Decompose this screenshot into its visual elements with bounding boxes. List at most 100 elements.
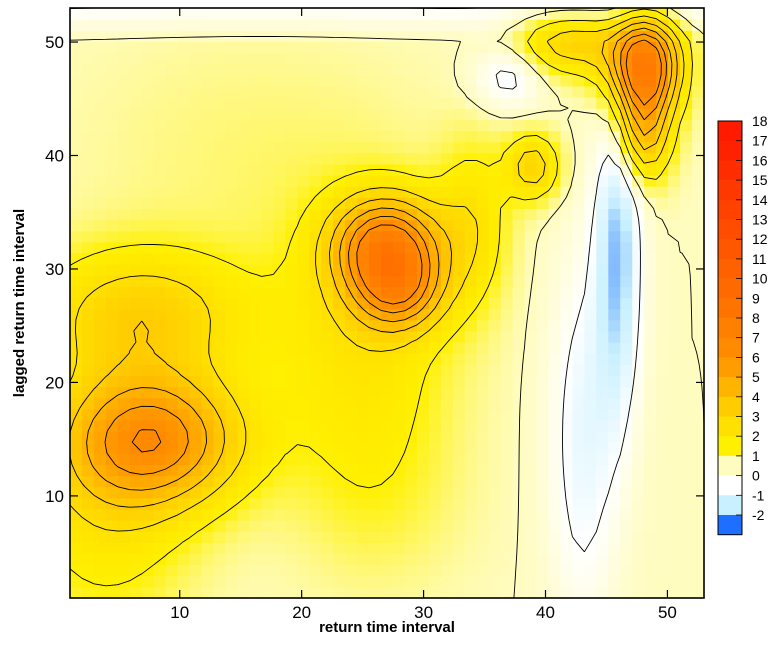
heatmap-cell (668, 19, 681, 31)
heatmap-cell (117, 564, 131, 577)
heatmap-cell (656, 286, 669, 299)
heatmap-cell (668, 186, 681, 198)
heatmap-cell (416, 208, 430, 221)
heatmap-cell (273, 286, 286, 299)
heatmap-cell (249, 174, 262, 187)
heatmap-cell (548, 575, 562, 588)
heatmap-cell (225, 486, 239, 499)
heatmap-cell (309, 174, 322, 187)
heatmap-cell (369, 74, 382, 87)
heatmap-cell (273, 219, 286, 232)
y-tick-label: 40 (45, 147, 64, 166)
heatmap-cell (632, 464, 645, 477)
heatmap-cell (548, 553, 562, 566)
heatmap-cell (680, 364, 693, 376)
heatmap-cell (500, 141, 514, 154)
heatmap-cell (392, 275, 406, 287)
heatmap-cell (668, 564, 681, 577)
heatmap-cell (620, 586, 633, 598)
heatmap-cell (345, 531, 358, 543)
heatmap-cell (249, 475, 262, 488)
heatmap-cell (620, 375, 633, 388)
heatmap-cell (404, 542, 418, 555)
heatmap-cell (70, 174, 83, 187)
heatmap-cell (93, 41, 107, 54)
heatmap-cell (692, 431, 704, 443)
heatmap-cell (381, 442, 394, 454)
heatmap-cell (536, 397, 550, 410)
heatmap-cell (81, 475, 95, 488)
heatmap-cell (117, 63, 131, 76)
heatmap-cell (381, 419, 394, 432)
heatmap-cell (70, 8, 83, 20)
heatmap-cell (345, 319, 358, 332)
heatmap-cell (584, 542, 597, 555)
heatmap-cell (596, 408, 609, 421)
heatmap-cell (596, 575, 609, 588)
heatmap-cell (201, 586, 215, 598)
heatmap-cell (632, 97, 645, 109)
heatmap-cell (70, 197, 83, 209)
heatmap-cell (572, 486, 585, 499)
heatmap-cell (548, 431, 562, 443)
heatmap-cell (620, 286, 633, 299)
heatmap-cell (105, 564, 119, 577)
heatmap-cell (333, 241, 346, 254)
heatmap-cell (656, 264, 669, 276)
heatmap-cell (369, 553, 382, 566)
heatmap-cell (201, 397, 215, 410)
heatmap-cell (189, 464, 203, 477)
heatmap-cell (70, 508, 83, 521)
heatmap-cell (440, 330, 454, 343)
heatmap-cell (452, 63, 466, 76)
heatmap-cell (369, 575, 382, 588)
heatmap-cell (273, 186, 286, 198)
heatmap-cell (213, 130, 227, 143)
heatmap-cell (608, 52, 621, 65)
heatmap-cell (440, 308, 454, 321)
heatmap-cell (333, 74, 346, 87)
heatmap-cell (141, 442, 155, 454)
heatmap-cell (105, 63, 119, 76)
heatmap-cell (512, 174, 526, 187)
heatmap-cell (93, 141, 107, 154)
heatmap-cell (261, 486, 274, 499)
heatmap-cell (309, 508, 322, 521)
heatmap-cell (572, 564, 585, 577)
heatmap-cell (213, 341, 227, 354)
heatmap-cell (392, 219, 406, 232)
heatmap-cell (333, 520, 346, 532)
heatmap-cell (165, 97, 179, 109)
heatmap-cell (117, 252, 131, 265)
heatmap-cell (225, 97, 239, 109)
heatmap-cell (333, 264, 346, 276)
heatmap-cell (225, 520, 239, 532)
heatmap-cell (644, 152, 657, 165)
heatmap-cell (596, 141, 609, 154)
heatmap-cell (656, 341, 669, 354)
heatmap-cell (129, 575, 143, 588)
heatmap-cell (404, 130, 418, 143)
heatmap-cell (692, 219, 704, 232)
heatmap-cell (560, 8, 574, 20)
heatmap-cell (345, 408, 358, 421)
heatmap-cell (141, 431, 155, 443)
heatmap-cell (536, 508, 550, 521)
heatmap-cell (632, 397, 645, 410)
heatmap-cell (404, 252, 418, 265)
heatmap-cell (285, 486, 298, 499)
heatmap-cell (500, 341, 514, 354)
heatmap-cell (369, 419, 382, 432)
heatmap-cell (70, 41, 83, 54)
heatmap-cell (93, 252, 107, 265)
heatmap-cell (620, 497, 633, 510)
heatmap-cell (225, 286, 239, 299)
heatmap-cell (213, 186, 227, 198)
heatmap-cell (392, 586, 406, 598)
heatmap-cell (548, 308, 562, 321)
heatmap-cell (381, 174, 394, 187)
heatmap-cell (596, 397, 609, 410)
heatmap-cell (381, 520, 394, 532)
heatmap-cell (189, 419, 203, 432)
heatmap-cell (404, 520, 418, 532)
